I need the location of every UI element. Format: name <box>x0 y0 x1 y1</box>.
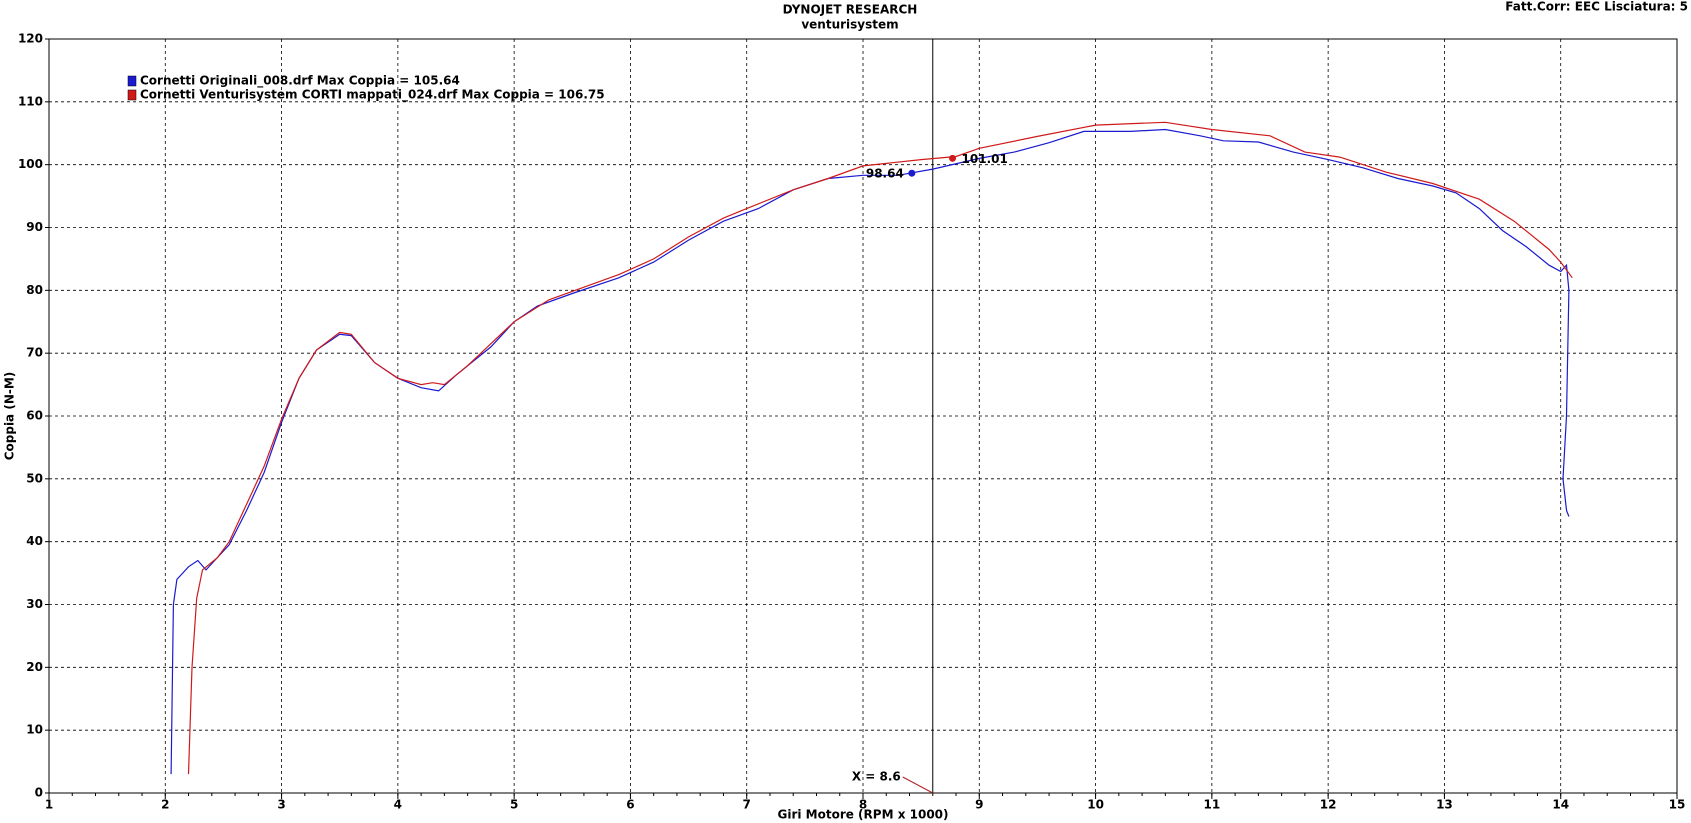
y-axis-label: Coppia (N-M) <box>3 372 17 461</box>
y-tick-label: 40 <box>26 534 43 548</box>
y-tick-label: 100 <box>18 157 43 171</box>
x-tick-label: 2 <box>161 798 169 812</box>
x-tick-label: 3 <box>277 798 285 812</box>
x-axis-label: Giri Motore (RPM x 1000) <box>777 808 948 822</box>
y-tick-label: 10 <box>26 723 43 737</box>
marker <box>908 169 916 177</box>
x-tick-label: 11 <box>1204 798 1221 812</box>
marker-label: 98.64 <box>866 167 904 181</box>
series-line <box>187 121 1573 775</box>
x-tick-label: 4 <box>394 798 402 812</box>
y-tick-label: 110 <box>18 94 43 108</box>
y-tick-label: 60 <box>26 409 43 423</box>
y-tick-label: 50 <box>26 471 43 485</box>
legend-swatch <box>127 89 137 101</box>
cursor-pointer <box>902 776 934 794</box>
x-tick-label: 14 <box>1552 798 1569 812</box>
chart-title: DYNOJET RESEARCH <box>783 3 918 17</box>
marker <box>949 154 957 162</box>
x-tick-label: 5 <box>510 798 518 812</box>
y-tick-label: 0 <box>35 786 43 800</box>
y-tick-label: 30 <box>26 597 43 611</box>
corner-note: Fatt.Corr: EEC Lisciatura: 5 <box>1505 0 1688 14</box>
y-tick-label: 120 <box>18 32 43 46</box>
legend-entry: Cornetti Venturisystem CORTI mappati_024… <box>140 88 605 103</box>
chart-subtitle: venturisystem <box>801 18 898 32</box>
x-tick-label: 12 <box>1320 798 1337 812</box>
x-tick-label: 8 <box>859 798 867 812</box>
y-tick-label: 90 <box>26 220 43 234</box>
x-tick-label: 13 <box>1436 798 1453 812</box>
x-tick-label: 15 <box>1669 798 1686 812</box>
legend-entry: Cornetti Originali_008.drf Max Coppia = … <box>140 74 460 89</box>
cursor-label: X = 8.6 <box>852 770 901 784</box>
y-tick-label: 20 <box>26 660 43 674</box>
x-tick-label: 7 <box>743 798 751 812</box>
x-tick-label: 9 <box>975 798 983 812</box>
x-tick-label: 1 <box>45 798 53 812</box>
marker-label: 101.01 <box>962 152 1008 166</box>
y-tick-label: 70 <box>26 346 43 360</box>
x-tick-label: 10 <box>1087 798 1104 812</box>
x-tick-label: 6 <box>626 798 634 812</box>
legend-swatch <box>127 75 137 87</box>
y-tick-label: 80 <box>26 283 43 297</box>
